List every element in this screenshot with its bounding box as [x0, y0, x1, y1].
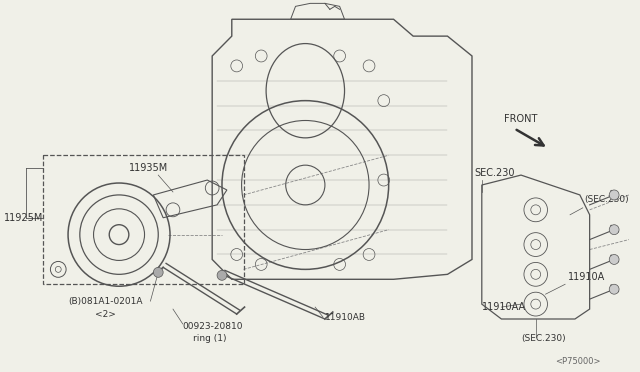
Text: 11910AB: 11910AB	[325, 312, 366, 321]
Text: ring (1): ring (1)	[193, 334, 226, 343]
Circle shape	[609, 284, 619, 294]
Circle shape	[609, 190, 619, 200]
Circle shape	[609, 254, 619, 264]
Text: (SEC.230): (SEC.230)	[585, 195, 629, 204]
Text: 11925M: 11925M	[4, 213, 44, 223]
Circle shape	[154, 267, 163, 277]
Text: 11910A: 11910A	[568, 272, 605, 282]
Text: (SEC.230): (SEC.230)	[521, 334, 566, 343]
Text: 11910AA: 11910AA	[482, 302, 526, 312]
Text: FRONT: FRONT	[504, 113, 538, 124]
Text: 00923-20810: 00923-20810	[183, 323, 243, 331]
Text: SEC.230: SEC.230	[474, 168, 515, 178]
Circle shape	[217, 270, 227, 280]
Text: <2>: <2>	[95, 310, 115, 318]
Text: 11935M: 11935M	[129, 163, 168, 173]
Text: <P75000>: <P75000>	[556, 357, 601, 366]
Bar	[43, 155, 244, 284]
Text: (B)081A1-0201A: (B)081A1-0201A	[68, 296, 143, 306]
Circle shape	[609, 225, 619, 235]
